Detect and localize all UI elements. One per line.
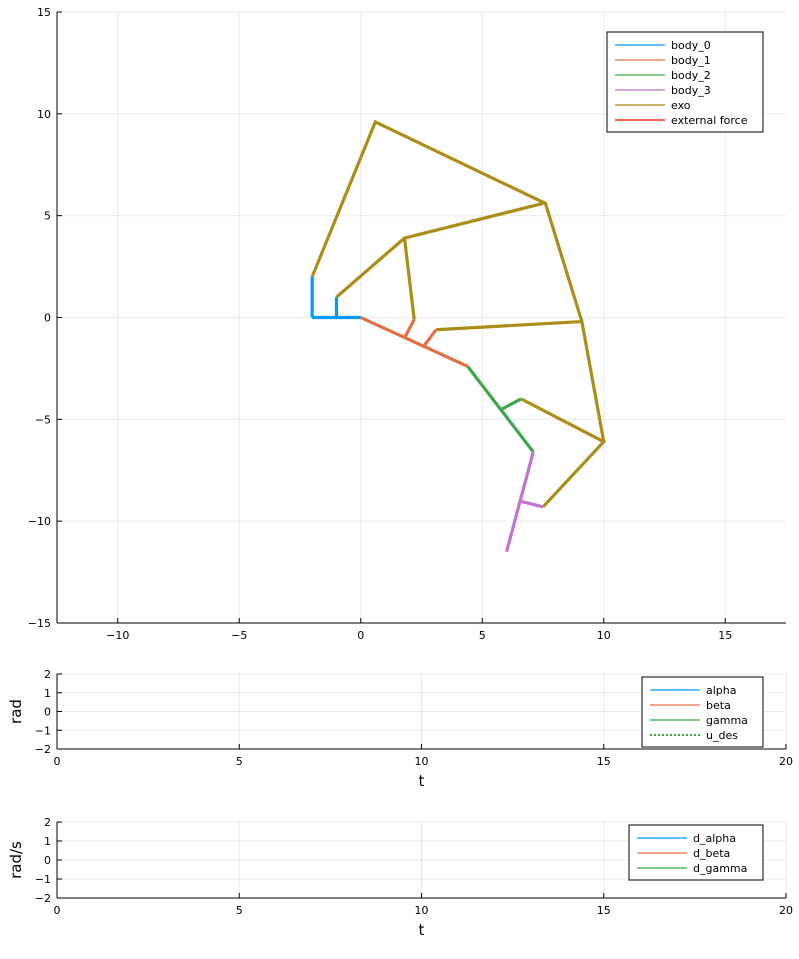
x-tick-label: 0	[54, 755, 61, 768]
legend-label: u_des	[706, 729, 738, 742]
y-tick-label: −15	[28, 617, 51, 630]
x-tick-label: 5	[236, 904, 243, 917]
y-tick-label: 0	[44, 854, 51, 867]
y-tick-label: −5	[35, 413, 51, 426]
x-tick-label: 0	[54, 904, 61, 917]
legend-label: body_1	[671, 54, 711, 67]
series-line-exo	[335, 201, 544, 299]
y-tick-label: 0	[44, 706, 51, 719]
y-tick-label: −2	[35, 892, 51, 905]
legend-box	[641, 676, 764, 748]
y-tick-label: −1	[35, 724, 51, 737]
y-tick-label: −1	[35, 873, 51, 886]
x-tick-label: 0	[357, 629, 364, 642]
x-tick-label: 20	[779, 904, 793, 917]
series-line-exo	[435, 319, 582, 332]
x-tick-label: 15	[597, 755, 611, 768]
x-tick-label: 5	[479, 629, 486, 642]
x-tick-label: 5	[236, 755, 243, 768]
series-line-body_2	[466, 365, 535, 453]
legend-label: external force	[671, 114, 748, 127]
legend-label: body_0	[671, 39, 711, 52]
series-line-exo	[520, 397, 607, 509]
angular-velocity-plot: 0 5 10 15 20 −2 −1 0 1 2 t rad/s d_alpha d_beta d_gamm…	[7, 816, 793, 939]
legend-label: beta	[706, 699, 731, 712]
y-tick-label: 15	[37, 6, 51, 19]
x-axis-label: t	[419, 772, 425, 790]
legend-label: body_3	[671, 84, 711, 97]
y-axis-label: rad/s	[7, 841, 25, 879]
y-tick-label: 1	[44, 687, 51, 700]
series-line-body_1	[360, 316, 469, 368]
y-tick-label: 1	[44, 835, 51, 848]
y-tick-label: 0	[44, 312, 51, 325]
series-line-body_1	[403, 318, 416, 339]
x-tick-label: 10	[597, 629, 611, 642]
series-line-exo	[402, 237, 416, 320]
y-tick-label: 10	[37, 108, 51, 121]
legend-box	[606, 31, 764, 133]
y-tick-label: 2	[44, 668, 51, 681]
angle-plot: 0 5 10 15 20 −2 −1 0 1 2 t rad alpha beta gamma u_des	[7, 668, 793, 790]
y-tick-label: 5	[44, 210, 51, 223]
y-tick-label: −10	[28, 515, 51, 528]
x-tick-label: 15	[718, 629, 732, 642]
series-line-body_1	[422, 328, 438, 347]
legend-label: d_beta	[693, 847, 730, 860]
x-axis-label: t	[419, 921, 425, 939]
legend-label: alpha	[706, 684, 737, 697]
series-line-exo	[310, 119, 606, 443]
y-axis-label: rad	[7, 699, 25, 724]
legend-label: d_gamma	[693, 862, 747, 875]
y-tick-label: −2	[35, 743, 51, 756]
mechanism-plot: −10 −5 0 5 10 15 −15 −10 −5 0 5 10 15 body_0 body_1bod…	[28, 6, 786, 642]
x-tick-label: 15	[597, 904, 611, 917]
x-tick-label: 10	[415, 755, 429, 768]
legend-label: gamma	[706, 714, 748, 727]
legend-label: body_2	[671, 69, 711, 82]
x-tick-label: 20	[779, 755, 793, 768]
series-line-body_2	[500, 397, 522, 411]
series-line-body_3	[518, 499, 544, 509]
x-tick-label: −10	[106, 629, 129, 642]
legend-label: exo	[671, 99, 691, 112]
x-tick-label: 10	[415, 904, 429, 917]
legend-label: d_alpha	[693, 832, 736, 845]
x-tick-label: −5	[231, 629, 247, 642]
y-tick-label: 2	[44, 816, 51, 829]
